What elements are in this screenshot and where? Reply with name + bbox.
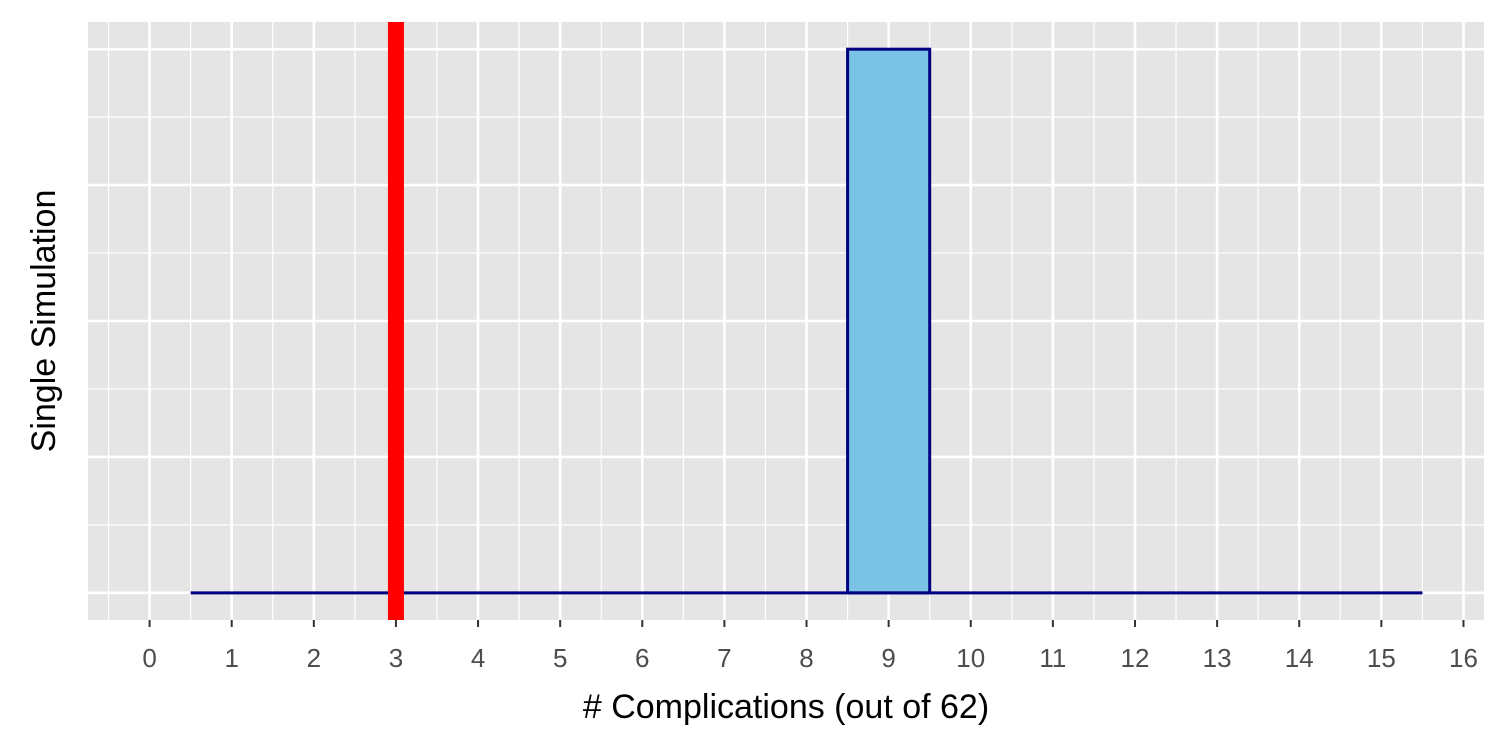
x-tick-label: 7 — [717, 643, 731, 673]
data-layer — [190, 22, 1423, 620]
histogram-bar — [846, 47, 932, 595]
x-tick-label: 15 — [1367, 643, 1396, 673]
x-tick-label: 0 — [142, 643, 156, 673]
x-tick-label: 1 — [224, 643, 238, 673]
x-tick-labels: 0 1 2 3 4 5 6 7 8 9 10 11 12 13 14 15 16 — [142, 620, 1478, 673]
x-tick-label: 4 — [471, 643, 485, 673]
x-tick-label: 10 — [956, 643, 985, 673]
x-tick-label: 13 — [1203, 643, 1232, 673]
x-tick-label: 6 — [635, 643, 649, 673]
y-axis-title: Single Simulation — [25, 190, 63, 453]
x-tick-label: 5 — [553, 643, 567, 673]
x-tick-label: 8 — [799, 643, 813, 673]
x-tick-label: 12 — [1121, 643, 1150, 673]
x-tick-label: 2 — [307, 643, 321, 673]
x-tick-label: 3 — [389, 643, 403, 673]
x-tick-label: 11 — [1039, 643, 1066, 673]
x-tick-label: 14 — [1285, 643, 1314, 673]
x-tick-label: 16 — [1449, 643, 1478, 673]
x-axis-title: # Complications (out of 62) — [583, 688, 989, 726]
x-tick-label: 9 — [881, 643, 895, 673]
